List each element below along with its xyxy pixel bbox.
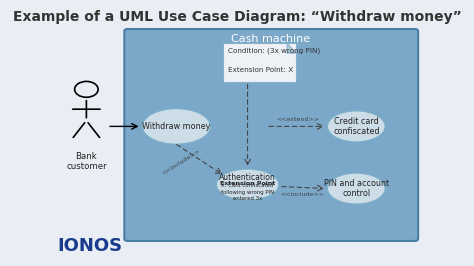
Text: Bank
customer: Bank customer: [66, 152, 107, 171]
Text: IONOS: IONOS: [57, 237, 122, 255]
Ellipse shape: [328, 173, 385, 204]
Ellipse shape: [216, 169, 279, 200]
Polygon shape: [287, 43, 296, 53]
Text: Example of a UML Use Case Diagram: “Withdraw money”: Example of a UML Use Case Diagram: “With…: [13, 10, 461, 24]
Text: Authentication: Authentication: [219, 173, 276, 182]
Text: Withdraw money: Withdraw money: [142, 122, 210, 131]
Text: X: Card confiscated
following wrong PIN
entered 3x: X: Card confiscated following wrong PIN …: [221, 183, 274, 201]
FancyBboxPatch shape: [222, 43, 296, 82]
Text: <<include>>: <<include>>: [162, 148, 201, 176]
Text: <<include>>: <<include>>: [281, 192, 325, 197]
Text: PIN and account
control: PIN and account control: [324, 179, 389, 198]
Text: Cash machine: Cash machine: [231, 34, 310, 44]
Text: <<extend>>: <<extend>>: [276, 117, 319, 122]
Text: Extension Point: Extension Point: [220, 181, 275, 186]
Ellipse shape: [328, 111, 385, 142]
Text: Condition: (3x wrong PIN)

Extension Point: X: Condition: (3x wrong PIN) Extension Poin…: [228, 48, 320, 73]
FancyBboxPatch shape: [124, 29, 418, 241]
Ellipse shape: [142, 109, 210, 144]
Text: Credit card
confiscated: Credit card confiscated: [333, 117, 380, 136]
